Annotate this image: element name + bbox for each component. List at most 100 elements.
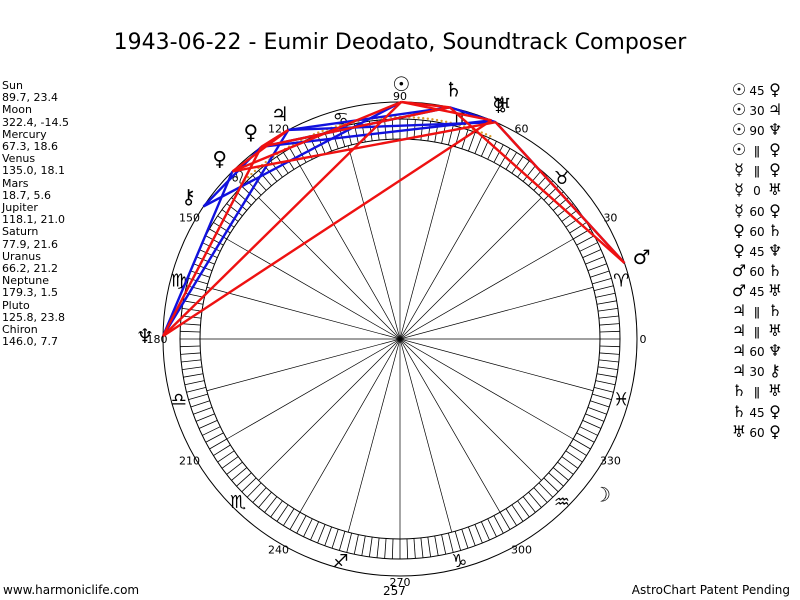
ring-tick	[361, 535, 366, 556]
conjunction-dot	[264, 160, 267, 164]
ring-tick	[202, 426, 221, 436]
ring-tick	[447, 125, 454, 146]
ring-tick	[391, 119, 394, 140]
aspect-list: ☉ 45 ♀ ☉ 30 ♃ ☉ 90 ♆ ☉ ǁ ♀ ☿ ǁ ♀ ☿ 0 ♅ ☿ 60 ♀ ♀ 60 ♄ ♀ 45 ♆ ♂ 60 ♄ ♂ 45…	[730, 80, 784, 442]
aspect-row: ♀ 45 ♆	[730, 241, 784, 261]
conjunction-dot	[246, 175, 250, 179]
ring-tick	[376, 537, 380, 558]
ring-tick	[505, 508, 517, 526]
ring-tick	[331, 529, 339, 549]
ring-tick	[217, 450, 235, 463]
ring-tick	[182, 307, 203, 312]
aspect-angle: ǁ	[754, 385, 760, 400]
aspect-row: ☉ 90 ♆	[730, 120, 784, 140]
ring-tick	[474, 134, 483, 154]
aspect-row: ♃ 30 ⚷	[730, 361, 784, 381]
degree-label: 30	[603, 212, 617, 225]
position-value-jupiter: 118.1, 21.0	[2, 213, 65, 227]
ring-tick	[195, 256, 215, 265]
position-name-chiron: Chiron	[2, 323, 38, 337]
sign-libra-icon: ♎	[171, 389, 187, 410]
ring-tick	[533, 487, 548, 503]
ring-tick	[420, 537, 424, 558]
aspect-line-red	[231, 100, 402, 173]
ring-tick	[585, 413, 605, 422]
ring-tick	[511, 504, 524, 522]
aspect-angle: 0	[753, 184, 761, 199]
ring-tick	[598, 315, 619, 319]
conjunction-dot	[440, 119, 443, 123]
aspect-planet-b: ♀	[769, 80, 781, 99]
position-name-uranus: Uranus	[2, 249, 41, 263]
aspect-angle: 30	[749, 365, 765, 380]
ring-tick	[236, 191, 252, 206]
aspect-planet-a: ♃	[731, 301, 747, 321]
aspect-angle: 45	[749, 284, 765, 299]
aspect-line-red	[162, 101, 403, 337]
ring-tick	[180, 345, 201, 348]
ring-tick	[582, 419, 602, 429]
ring-tick	[317, 524, 326, 544]
aspect-row: ♅ 60 ♀	[730, 422, 784, 442]
ring-tick	[587, 407, 607, 415]
planet-uranus-icon: ♅	[494, 94, 512, 118]
position-value-pluto: 125.8, 23.8	[2, 310, 65, 324]
ring-tick	[246, 482, 262, 498]
aspect-planet-a: ♃	[731, 361, 747, 381]
ring-tick	[353, 534, 359, 555]
ring-tick	[533, 175, 548, 191]
ring-tick	[593, 386, 614, 393]
position-value-mars: 18.7, 5.6	[2, 188, 51, 202]
aspect-line-blue	[202, 100, 402, 208]
ring-tick	[595, 380, 616, 386]
ring-tick	[193, 407, 213, 415]
position-name-jupiter: Jupiter	[2, 201, 38, 215]
ring-tick	[474, 524, 483, 544]
aspect-planet-a: ♄	[731, 401, 747, 421]
aspect-angle: ǁ	[754, 144, 760, 159]
planet-sun-icon: ☉	[392, 72, 410, 96]
position-name-mercury: Mercury	[2, 127, 47, 141]
aspect-planet-a: ☉	[731, 140, 747, 160]
ring-tick	[338, 531, 346, 551]
ring-tick	[493, 144, 504, 163]
ring-tick	[480, 521, 490, 541]
aspect-planet-b: ⚷	[769, 361, 781, 381]
ring-tick	[226, 461, 243, 475]
ring-tick	[582, 249, 602, 259]
ring-tick	[565, 215, 583, 228]
aspect-line-red	[232, 120, 496, 173]
conjunction-dot	[422, 117, 425, 120]
aspect-angle: 60	[749, 345, 765, 360]
conjunction-dot	[253, 169, 257, 173]
ring-tick	[596, 373, 617, 378]
aspect-planet-b: ♄	[767, 220, 783, 240]
sign-sagittarius-icon: ♐	[333, 551, 349, 572]
degree-label: 300	[511, 543, 532, 556]
aspect-row: ♄ 45 ♀	[730, 402, 784, 422]
ring-tick	[597, 366, 618, 371]
aspect-line-red	[494, 121, 626, 264]
aspect-planet-b: ♀	[769, 401, 781, 421]
ring-tick	[193, 263, 213, 271]
aspect-planet-b: ♀	[769, 140, 781, 160]
ring-tick	[468, 132, 476, 152]
ring-tick	[596, 300, 617, 305]
ring-tick	[579, 426, 598, 436]
aspect-line-blue	[161, 170, 234, 337]
ring-tick	[296, 515, 307, 534]
sign-taurus-icon: ♉	[554, 168, 570, 189]
ring-tick	[538, 482, 554, 498]
aspect-row: ♄ ǁ ♅	[730, 381, 784, 401]
ring-tick	[590, 400, 610, 408]
chart-title: 1943-06-22 - Eumir Deodato, Soundtrack C…	[113, 30, 687, 55]
aspect-row: ♀ 60 ♄	[730, 221, 784, 241]
ring-tick	[276, 504, 289, 522]
site-link[interactable]: www.harmoniclife.com	[3, 583, 140, 597]
ring-tick	[258, 491, 272, 508]
aspect-row: ♂ 45 ♅	[730, 281, 784, 301]
ring-tick	[252, 487, 267, 503]
ring-tick	[543, 477, 559, 493]
ring-tick	[499, 512, 511, 530]
